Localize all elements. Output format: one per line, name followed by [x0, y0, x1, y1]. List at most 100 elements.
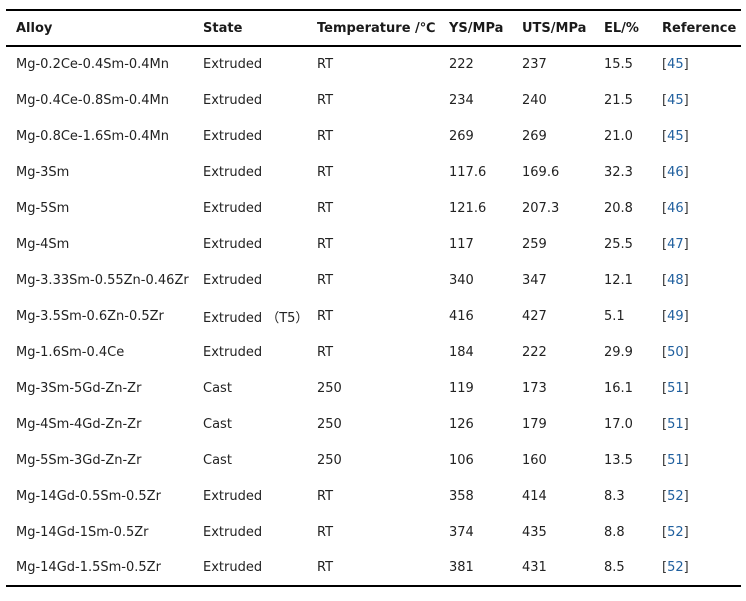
reference-link[interactable]: 52 [667, 488, 684, 504]
cell-reference: [51] [662, 380, 689, 396]
table-row: Mg-1.6Sm-0.4Ce Extruded RT 184 222 29.9 [50] [6, 334, 741, 370]
table-row: Mg-0.4Ce-0.8Sm-0.4Mn Extruded RT 234 240 21.5… [6, 82, 741, 118]
cell-alloy: Mg-0.2Ce-0.4Sm-0.4Mn [16, 57, 170, 72]
cell-state: Extruded [203, 344, 263, 360]
table-row: Mg-3.33Sm-0.55Zn-0.46Zr Extruded RT 340 347 1… [6, 262, 741, 298]
cell-state: Extruded [203, 488, 263, 504]
cell-state: Extruded [203, 272, 263, 288]
reference-link[interactable]: 48 [667, 272, 684, 288]
cell-temperature: RT [317, 236, 334, 252]
table-row: Mg-3Sm Extruded RT 117.6 169.6 32.3 [46] [6, 154, 741, 190]
cell-reference: [50] [662, 344, 689, 360]
cell-state: Extruded [193, 550, 307, 587]
cell-el: 20.8 [604, 200, 633, 216]
reference-link[interactable]: 51 [667, 380, 684, 396]
reference-link[interactable]: 52 [667, 560, 684, 575]
cell-reference: [51] [662, 452, 689, 468]
cell-alloy: Mg-3.33Sm-0.55Zn-0.46Zr [16, 272, 189, 288]
cell-reference: [46] [662, 200, 689, 216]
cell-uts: 169.6 [522, 164, 560, 180]
cell-reference: [45] [662, 128, 689, 144]
cell-el: 16.1 [604, 380, 633, 396]
cell-ys: 126 [449, 416, 474, 432]
cell-ys: 117.6 [449, 164, 487, 180]
table-row: Mg-0.2Ce-0.4Sm-0.4Mn Extruded RT 222 237 15.5… [6, 46, 741, 82]
cell-alloy: Mg-0.8Ce-1.6Sm-0.4Mn [16, 128, 170, 144]
cell-uts: 259 [522, 236, 547, 252]
cell-ys: 358 [449, 488, 474, 504]
cell-state: Extruded [203, 57, 263, 72]
reference-link[interactable]: 45 [667, 128, 684, 144]
cell-alloy: Mg-0.4Ce-0.8Sm-0.4Mn [16, 92, 170, 108]
cell-el: 29.9 [604, 344, 633, 360]
cell-uts: 414 [522, 488, 547, 504]
cell-state: Cast [203, 380, 232, 396]
reference-link[interactable]: 49 [667, 308, 684, 324]
cell-uts: 179 [522, 416, 547, 432]
cell-temperature: RT [317, 344, 334, 360]
cell-state: Extruded [203, 92, 263, 108]
cell-temperature: RT [317, 128, 334, 144]
reference-link[interactable]: 51 [667, 452, 684, 468]
cell-reference: [52] [652, 550, 741, 587]
reference-link[interactable]: 51 [667, 416, 684, 432]
table-row: Mg-4Sm-4Gd-Zn-Zr Cast 250 126 179 17.0 [51] [6, 406, 741, 442]
cell-temperature: RT [317, 308, 334, 324]
cell-alloy: Mg-5Sm-3Gd-Zn-Zr [16, 452, 142, 468]
table-row: Mg-14Gd-1.5Sm-0.5Zr Extruded RT 381 431 8.5 [5… [6, 550, 741, 587]
cell-reference: [52] [662, 524, 689, 540]
cell-uts: 173 [522, 380, 547, 396]
table-row: Mg-0.8Ce-1.6Sm-0.4Mn Extruded RT 269 269 21.0… [6, 118, 741, 154]
cell-reference: [49] [662, 308, 689, 324]
cell-alloy: Mg-14Gd-0.5Sm-0.5Zr [16, 488, 161, 504]
cell-alloy: Mg-3Sm [16, 164, 70, 180]
reference-link[interactable]: 46 [667, 200, 684, 216]
reference-link[interactable]: 45 [667, 57, 684, 72]
cell-uts: 427 [522, 308, 547, 324]
cell-el: 32.3 [604, 164, 633, 180]
cell-ys: 222 [449, 57, 474, 72]
cell-state: Extruded [203, 164, 263, 180]
cell-state: Extruded [203, 128, 263, 144]
cell-uts: 240 [522, 92, 547, 108]
table-body: Mg-0.2Ce-0.4Sm-0.4Mn Extruded RT 222 237 15.5… [6, 46, 741, 587]
header-alloy: Alloy [6, 9, 193, 47]
cell-temperature: RT [317, 524, 334, 540]
cell-el: 8.3 [604, 488, 625, 504]
cell-el: 21.0 [604, 128, 633, 144]
table-row: Mg-5Sm-3Gd-Zn-Zr Cast 250 106 160 13.5 [51] [6, 442, 741, 478]
table-header: Alloy State Temperature /℃ YS/MPa UTS/MP… [6, 9, 741, 47]
cell-ys: 381 [439, 550, 512, 587]
alloy-properties-table: Alloy State Temperature /℃ YS/MPa UTS/MP… [6, 9, 741, 587]
cell-ys: 374 [449, 524, 474, 540]
cell-temperature: RT [317, 92, 334, 108]
table-row: Mg-3.5Sm-0.6Zn-0.5Zr Extruded （T5） RT 416 42… [6, 298, 741, 334]
table-row: Mg-3Sm-5Gd-Zn-Zr Cast 250 119 173 16.1 [51] [6, 370, 741, 406]
cell-el: 17.0 [604, 416, 633, 432]
cell-ys: 340 [449, 272, 474, 288]
alloy-properties-table-container: Alloy State Temperature /℃ YS/MPa UTS/MP… [6, 9, 741, 587]
cell-ys: 184 [449, 344, 474, 360]
reference-link[interactable]: 46 [667, 164, 684, 180]
cell-temperature: 250 [317, 380, 342, 396]
cell-ys: 117 [449, 236, 474, 252]
cell-temperature: 250 [317, 452, 342, 468]
cell-uts: 222 [522, 344, 547, 360]
cell-uts: 435 [522, 524, 547, 540]
cell-state: Extruded [203, 200, 263, 216]
reference-link[interactable]: 52 [667, 524, 684, 540]
cell-el: 15.5 [604, 57, 633, 72]
cell-ys: 269 [449, 128, 474, 144]
cell-uts: 347 [522, 272, 547, 288]
reference-link[interactable]: 47 [667, 236, 684, 252]
cell-alloy: Mg-5Sm [16, 200, 70, 216]
cell-state: Cast [203, 416, 232, 432]
reference-link[interactable]: 50 [667, 344, 684, 360]
cell-alloy: Mg-1.6Sm-0.4Ce [16, 344, 125, 360]
cell-uts: 431 [512, 550, 594, 587]
reference-link[interactable]: 45 [667, 92, 684, 108]
cell-ys: 234 [449, 92, 474, 108]
cell-ys: 416 [449, 308, 474, 324]
cell-ys: 106 [449, 452, 474, 468]
cell-temperature: RT [317, 488, 334, 504]
